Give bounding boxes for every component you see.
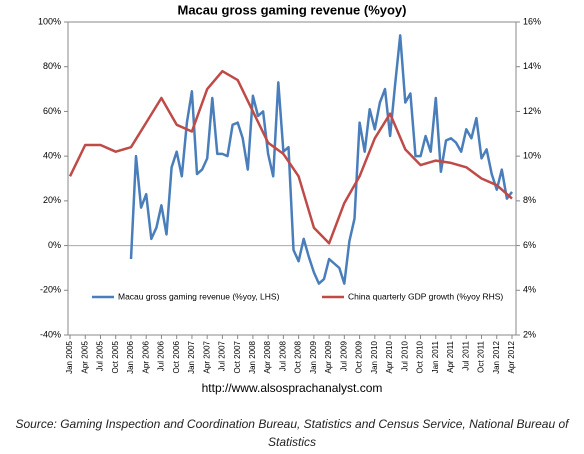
x-tick-label: Apr 2011 [446,340,455,372]
x-tick-label: Oct 2011 [477,340,486,372]
x-tick-label: Apr 2008 [263,340,272,373]
x-tick-label: Jan 2012 [492,340,501,373]
x-tick-label: Apr 2012 [507,340,516,373]
x-tick-label: Jul 2006 [157,340,166,371]
y-tick-label: 100% [38,16,61,26]
x-tick-label: Jan 2011 [431,340,440,373]
x-tick-label: Jan 2008 [248,340,257,373]
x-tick-label: Jan 2007 [187,340,196,373]
x-tick-label: Jul 2011 [461,340,470,370]
y-tick-label: 20% [43,195,61,205]
chart: Macau gross gaming revenue (%yoy) http:/… [38,2,541,395]
source: Source: Gaming Inspection and Coordinati… [15,417,569,449]
x-tick-label: Jul 2005 [96,340,105,371]
y2-tick-label: 8% [523,195,536,205]
y-tick-label: -40% [40,329,61,339]
y2-tick-label: 14% [523,61,541,71]
x-tick-label: Oct 2007 [233,340,242,373]
x-tick-label: Jul 2007 [218,340,227,371]
y2-tick-label: 12% [523,106,541,116]
y-tick-label: -20% [40,285,61,295]
series-line [129,34,513,285]
x-tick-label: Oct 2009 [355,340,364,373]
legend-label: Macau gross gaming revenue (%yoy, LHS) [118,291,280,301]
x-tick-label: Jul 2010 [400,340,409,371]
x-tick-label: Apr 2005 [80,340,89,373]
x-tick-label: Apr 2007 [202,340,211,373]
x-tick-label: Oct 2006 [172,340,181,373]
y2-tick-label: 16% [523,16,541,26]
x-tick-label: Jan 2010 [370,340,379,373]
y-tick-label: 60% [43,106,61,116]
y-tick-label: 40% [43,151,61,161]
series-line [68,69,513,245]
x-tick-label: Oct 2005 [111,340,120,373]
y2-tick-label: 4% [523,285,536,295]
x-tick-label: Oct 2008 [294,340,303,373]
url: http://www.alsosprachanalyst.com [202,381,383,395]
x-tick-label: Oct 2010 [416,340,425,373]
x-tick-label: Apr 2009 [324,340,333,373]
x-tick-label: Jan 2006 [126,340,135,373]
legend-label: China quarterly GDP growth (%yoy RHS) [348,291,503,301]
x-tick-label: Jan 2009 [309,340,318,373]
x-tick-label: Apr 2010 [385,340,394,373]
chart-title: Macau gross gaming revenue (%yoy) [177,2,406,17]
y2-tick-label: 6% [523,240,536,250]
y-tick-label: 0% [48,240,61,250]
x-tick-label: Apr 2006 [141,340,150,373]
x-tick-label: Jul 2009 [339,340,348,371]
y2-tick-label: 10% [523,151,541,161]
y-tick-label: 80% [43,61,61,71]
x-tick-label: Jan 2005 [65,340,74,373]
y2-tick-label: 2% [523,329,536,339]
x-tick-label: Jul 2008 [278,340,287,371]
